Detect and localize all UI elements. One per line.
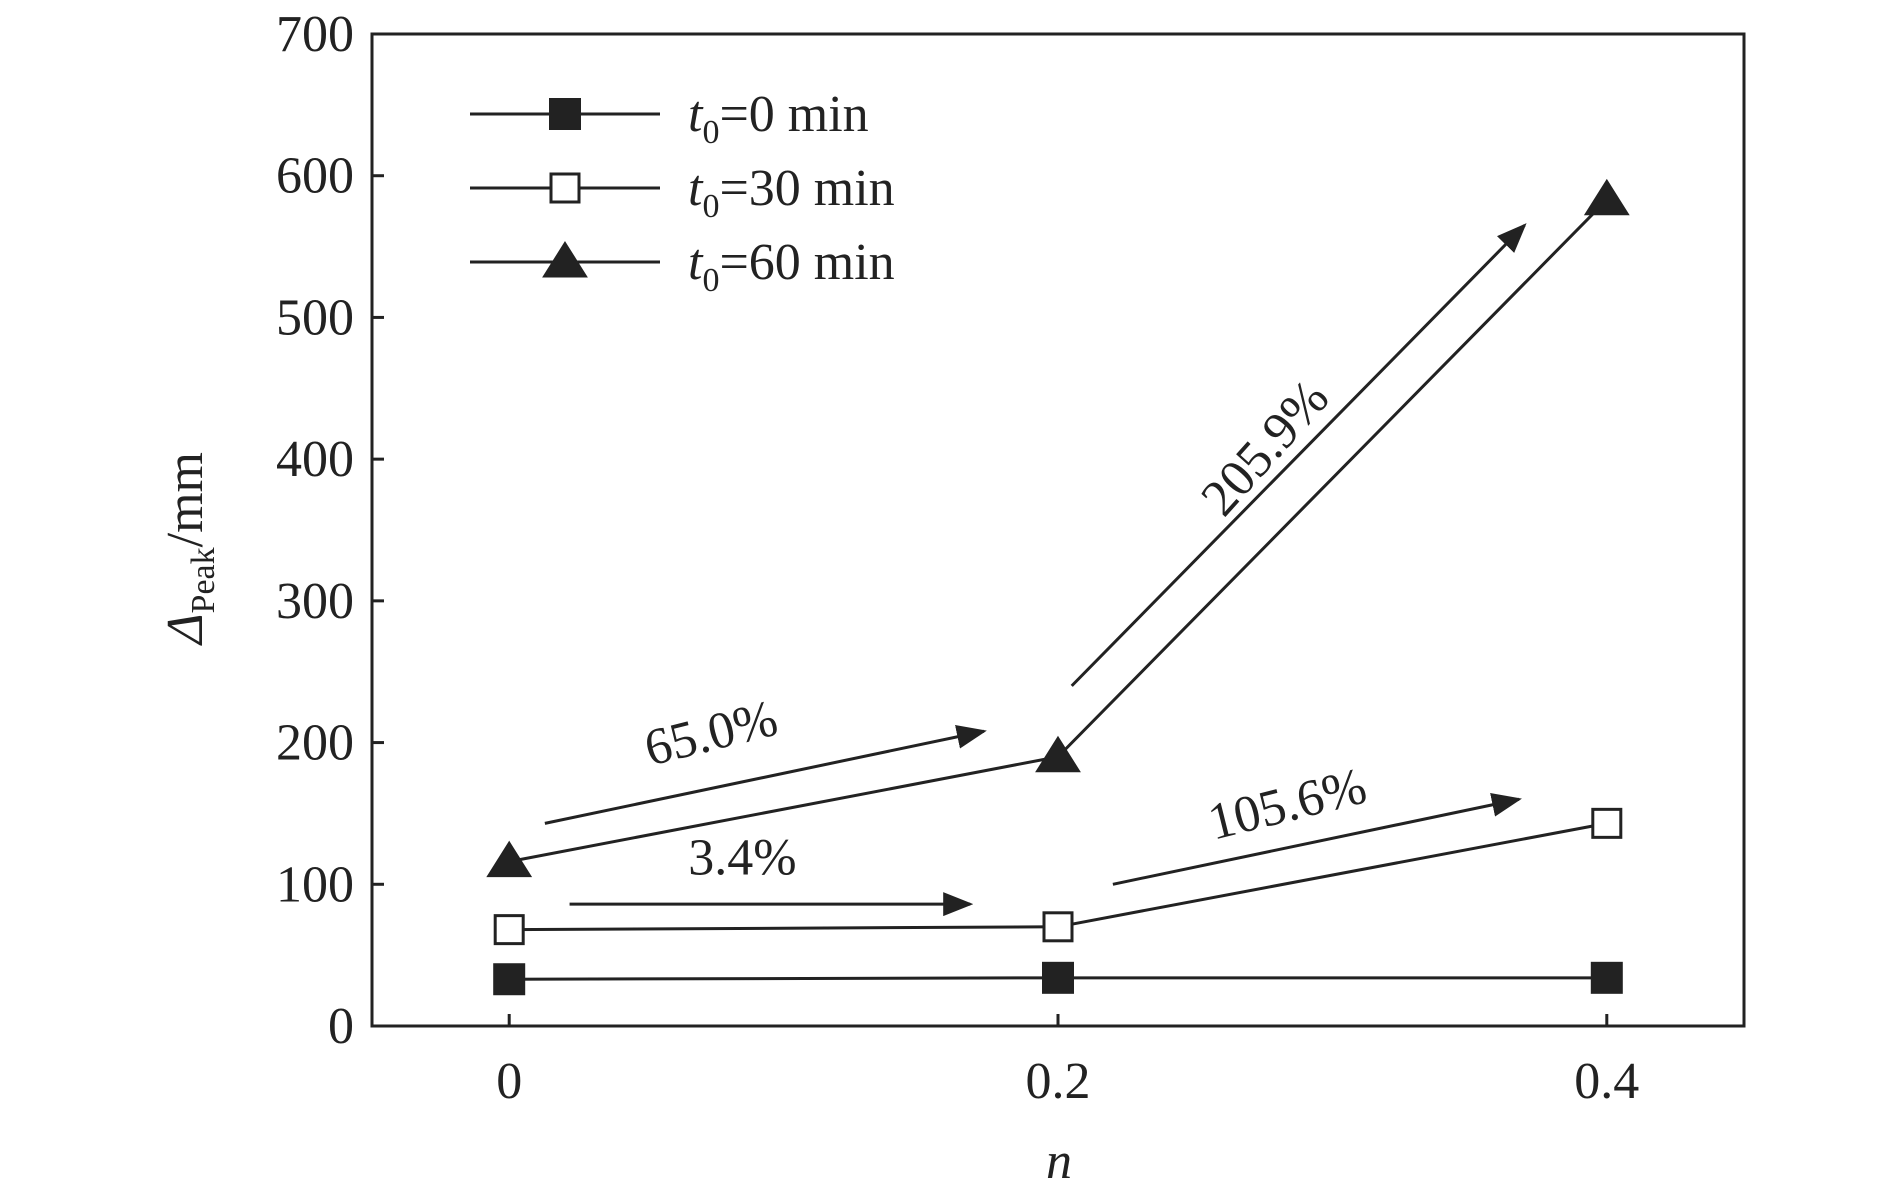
legend-marker [549, 98, 581, 130]
legend: t0=0 min t0=30 min t0=60 min [470, 86, 895, 299]
data-point [493, 914, 525, 946]
data-point [1035, 735, 1081, 773]
y-axis-label-unit: /mm [157, 452, 214, 547]
y-tick-label: 500 [276, 289, 354, 346]
annotation-label: 105.6% [1203, 757, 1372, 851]
annotation-arrow [1112, 793, 1522, 886]
y-tick-label: 0 [328, 998, 354, 1055]
annotation-label: 65.0% [639, 690, 783, 778]
x-axis: 0 0.2 0.4 [496, 1014, 1639, 1110]
y-tick-label: 300 [276, 573, 354, 630]
legend-item: t0=60 min [470, 234, 895, 299]
y-tick-label: 100 [276, 856, 354, 913]
annotation-label: 205.9% [1190, 369, 1340, 526]
legend-label: t0=0 min [688, 86, 869, 151]
data-point [1590, 961, 1623, 994]
annotation: 105.6% [1112, 757, 1522, 886]
legend-item: t0=0 min [470, 86, 869, 151]
data-point [486, 840, 533, 878]
annotation: 205.9% [1070, 223, 1527, 687]
data-point [1042, 911, 1074, 943]
series-2 [486, 178, 1630, 878]
x-axis-label: n [1046, 1133, 1072, 1190]
y-axis: 0 100 200 300 400 500 600 700 [276, 6, 384, 1055]
series-layer [486, 178, 1630, 996]
data-point [493, 963, 526, 996]
x-tick-label: 0.4 [1574, 1053, 1639, 1110]
legend-marker [542, 241, 588, 278]
x-tick-label: 0.2 [1026, 1053, 1091, 1110]
y-tick-label: 400 [276, 431, 354, 488]
annotation: 3.4% [569, 829, 974, 917]
series-0 [493, 961, 1623, 996]
data-point [1591, 807, 1623, 839]
y-tick-label: 700 [276, 6, 354, 63]
x-tick-label: 0 [496, 1053, 522, 1110]
data-point [1583, 178, 1630, 216]
annotation-label: 3.4% [688, 829, 796, 886]
y-tick-label: 600 [276, 148, 354, 205]
series-1 [493, 807, 1623, 946]
annotation: 65.0% [544, 690, 987, 825]
annotation-arrow [1070, 223, 1527, 687]
annotation-arrow [544, 725, 987, 825]
data-point [1042, 961, 1074, 994]
y-tick-label: 200 [276, 715, 354, 772]
legend-item: t0=30 min [470, 160, 895, 225]
legend-label: t0=60 min [688, 234, 895, 299]
legend-label: t0=30 min [688, 160, 895, 225]
y-axis-label-subscript: Peak [185, 547, 222, 613]
y-axis-label-symbol: Δ [157, 613, 214, 646]
annotation-layer: 65.0% 3.4% 105.6% 205.9% [544, 223, 1527, 917]
y-axis-label: ΔPeak/mm [157, 452, 222, 646]
legend-marker [549, 172, 581, 204]
